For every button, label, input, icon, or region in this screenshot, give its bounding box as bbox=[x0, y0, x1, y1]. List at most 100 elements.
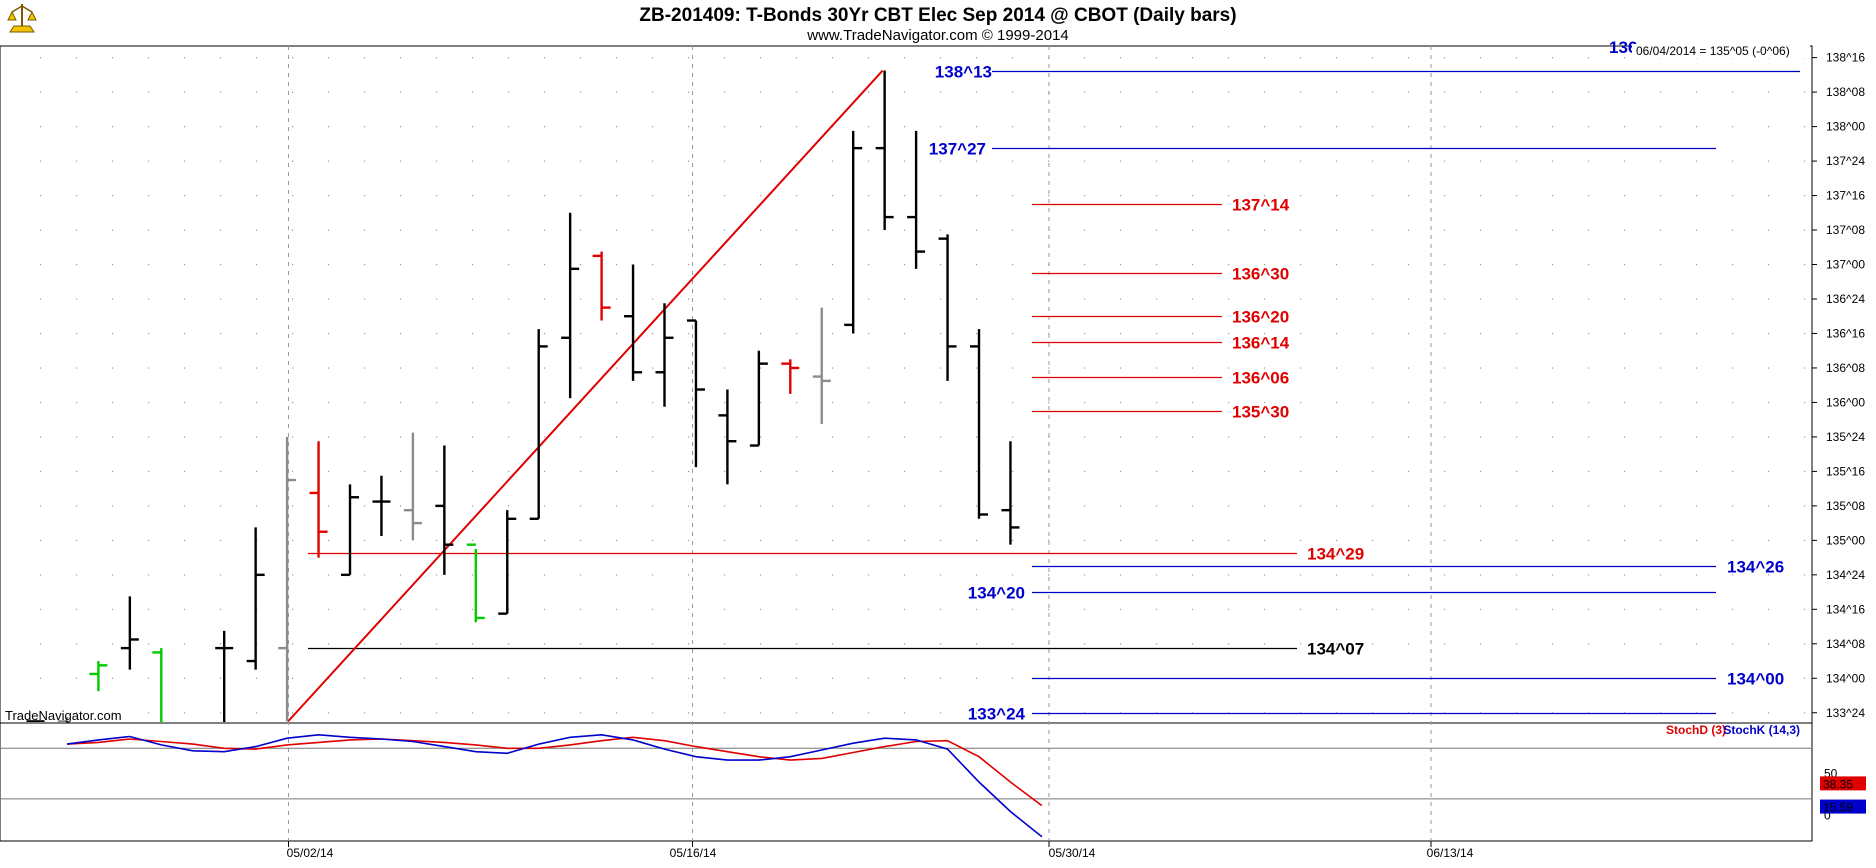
grid-dot bbox=[1696, 608, 1698, 611]
grid-dot bbox=[724, 264, 726, 266]
grid-dot bbox=[580, 126, 582, 128]
grid-dot bbox=[1372, 539, 1374, 542]
grid-dot bbox=[1732, 677, 1734, 679]
grid-dot bbox=[616, 367, 618, 369]
grid-dot bbox=[508, 643, 510, 645]
grid-dot bbox=[1264, 470, 1266, 473]
grid-dot bbox=[1300, 91, 1302, 93]
grid-dot bbox=[1336, 126, 1338, 128]
grid-dot bbox=[76, 470, 78, 473]
grid-dot bbox=[544, 574, 546, 576]
grid-dot bbox=[904, 436, 906, 438]
grid-dot bbox=[1480, 470, 1482, 473]
grid-dot bbox=[1192, 160, 1194, 162]
grid-dot bbox=[796, 574, 798, 576]
grid-dot bbox=[1300, 298, 1302, 300]
grid-dot bbox=[940, 574, 942, 576]
grid-dot bbox=[148, 91, 150, 93]
grid-dot bbox=[1228, 470, 1230, 473]
grid-dot bbox=[940, 539, 942, 542]
grid-dot bbox=[976, 160, 978, 162]
grid-dot bbox=[688, 332, 690, 335]
grid-dot bbox=[652, 264, 654, 266]
grid-dot bbox=[1120, 195, 1122, 197]
grid-dot bbox=[328, 608, 330, 611]
grid-dot bbox=[1624, 126, 1626, 128]
grid-dot bbox=[724, 643, 726, 645]
grid-dot bbox=[40, 401, 42, 404]
grid-dot bbox=[184, 677, 186, 679]
grid-dot bbox=[436, 436, 438, 438]
level-label-137-14: 137^14 bbox=[1232, 196, 1290, 215]
grid-dot bbox=[328, 91, 330, 93]
level-label-134-00: 134^00 bbox=[1727, 670, 1784, 689]
grid-dot bbox=[1588, 91, 1590, 93]
grid-dot bbox=[1660, 332, 1662, 335]
grid-dot bbox=[544, 712, 546, 714]
grid-dot bbox=[724, 712, 726, 714]
grid-dot bbox=[1444, 264, 1446, 266]
grid-dot bbox=[796, 126, 798, 128]
grid-dot bbox=[1264, 436, 1266, 438]
grid-dot bbox=[112, 608, 114, 611]
grid-dot bbox=[472, 539, 474, 542]
grid-dot bbox=[328, 436, 330, 438]
stochk-last-value-bg bbox=[1820, 799, 1866, 814]
grid-dot bbox=[436, 195, 438, 197]
grid-dot bbox=[1444, 367, 1446, 369]
grid-dot bbox=[688, 436, 690, 438]
grid-dot bbox=[1084, 264, 1086, 266]
grid-dot bbox=[184, 91, 186, 93]
grid-dot bbox=[472, 195, 474, 197]
grid-dot bbox=[1660, 470, 1662, 473]
grid-dot bbox=[1408, 91, 1410, 93]
grid-dot bbox=[796, 677, 798, 679]
grid-dot bbox=[544, 195, 546, 197]
grid-dot bbox=[868, 539, 870, 542]
grid-dot bbox=[1084, 332, 1086, 335]
grid-dot bbox=[760, 539, 762, 542]
grid-dot bbox=[760, 608, 762, 611]
grid-dot bbox=[1408, 126, 1410, 128]
grid-dot bbox=[580, 367, 582, 369]
grid-dot bbox=[976, 91, 978, 93]
y-tick-label: 134^08 bbox=[1826, 637, 1865, 651]
grid-dot bbox=[616, 401, 618, 404]
grid-dot bbox=[1516, 264, 1518, 266]
grid-dot bbox=[1516, 91, 1518, 93]
grid-dot bbox=[796, 160, 798, 162]
grid-dot bbox=[1624, 712, 1626, 714]
grid-dot bbox=[652, 160, 654, 162]
grid-dot bbox=[1264, 298, 1266, 300]
grid-dot bbox=[436, 401, 438, 404]
grid-dot bbox=[220, 539, 222, 542]
grid-dot bbox=[184, 401, 186, 404]
grid-dot bbox=[364, 91, 366, 93]
grid-dot bbox=[148, 470, 150, 473]
grid-dot bbox=[508, 470, 510, 473]
grid-dot bbox=[220, 436, 222, 438]
grid-dot bbox=[1804, 264, 1806, 266]
grid-dot bbox=[220, 298, 222, 300]
grid-dot bbox=[220, 264, 222, 266]
grid-dot bbox=[1156, 539, 1158, 542]
grid-dot bbox=[1624, 367, 1626, 369]
grid-dot bbox=[1768, 264, 1770, 266]
grid-dot bbox=[1084, 298, 1086, 300]
grid-dot bbox=[832, 229, 834, 231]
grid-dot bbox=[328, 160, 330, 162]
stochd-legend: StochD (3) bbox=[1666, 723, 1726, 737]
stochd-last-value-bg bbox=[1820, 776, 1866, 791]
grid-dot bbox=[580, 91, 582, 93]
grid-dot bbox=[220, 367, 222, 369]
grid-dot bbox=[616, 712, 618, 714]
grid-dot bbox=[1264, 332, 1266, 335]
grid-dot bbox=[328, 126, 330, 128]
ohlc-bar bbox=[89, 661, 108, 692]
grid-dot bbox=[292, 91, 294, 93]
ohlc-bar bbox=[970, 329, 988, 519]
grid-dot bbox=[1660, 505, 1662, 507]
grid-dot bbox=[1120, 505, 1122, 507]
grid-dot bbox=[1624, 57, 1626, 59]
grid-dot bbox=[580, 195, 582, 197]
